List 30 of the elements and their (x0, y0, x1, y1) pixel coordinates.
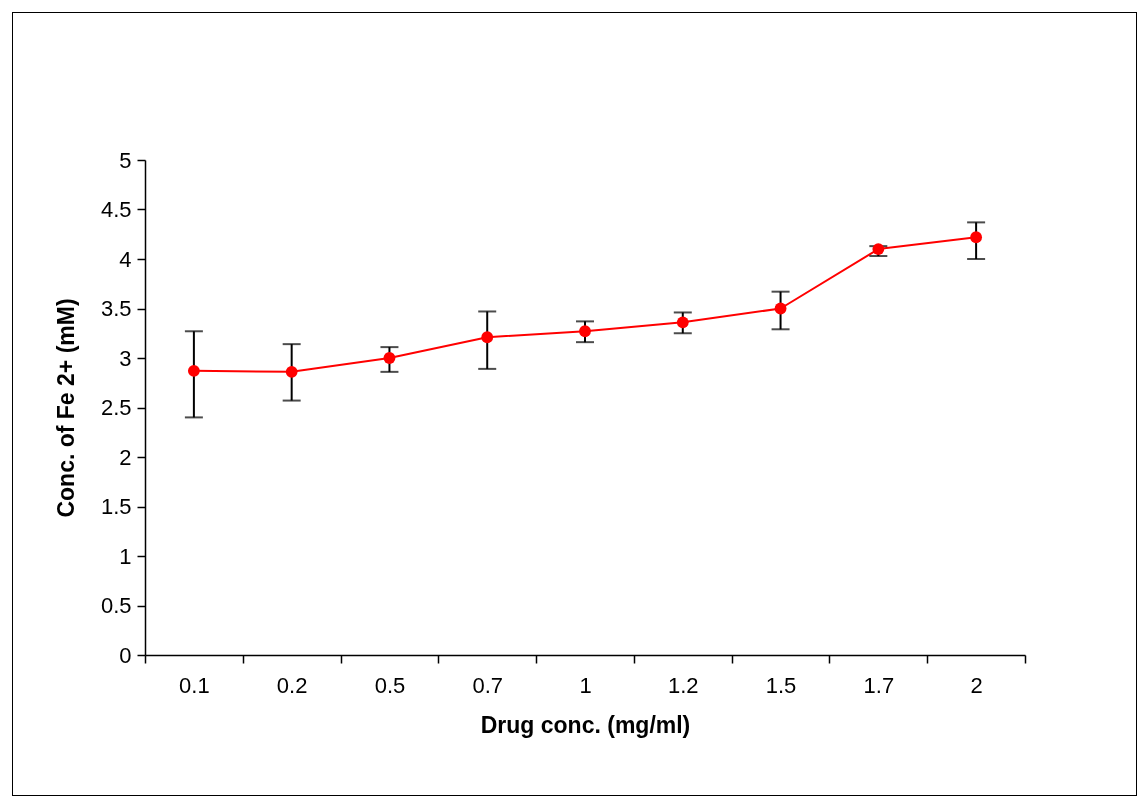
point (970, 231, 983, 244)
x-axis-title: Drug conc. (mg/ml) (480, 711, 691, 738)
y-tick-label: 0 (119, 642, 132, 668)
y-tick-label: 3 (119, 345, 132, 371)
y-tick-label: 5 (119, 147, 132, 173)
y-tick-label: 2 (119, 444, 132, 470)
y-tick-label: 4.5 (100, 197, 132, 222)
point (383, 352, 396, 364)
x-tick-label: 0.1 (179, 672, 210, 698)
x-tick-label: 0.2 (276, 672, 308, 698)
x-tick-label: 0.5 (374, 672, 406, 698)
y-axis-title: Conc. of Fe 2+ (mM) (52, 298, 79, 518)
point (285, 365, 298, 378)
point (774, 302, 787, 315)
x-tick-label: 2 (970, 672, 983, 698)
y-tick-label: 1 (119, 543, 132, 569)
y-tick-label: 0.5 (100, 593, 132, 618)
x-tick-label: 1.7 (863, 672, 895, 698)
point (481, 331, 494, 344)
x-tick-label: 1 (579, 672, 592, 698)
y-tick-label: 4 (119, 246, 132, 272)
point (187, 364, 200, 377)
x-tick-label: 1.2 (667, 672, 699, 698)
x-tick-label: 0.7 (472, 672, 504, 698)
point (579, 325, 591, 338)
y-tick-label: 2.5 (100, 395, 132, 420)
x-tick-label: 1.5 (765, 672, 797, 698)
y-tick-label: 1.5 (100, 494, 132, 519)
point (676, 316, 689, 329)
y-tick-label: 3.5 (100, 296, 132, 321)
